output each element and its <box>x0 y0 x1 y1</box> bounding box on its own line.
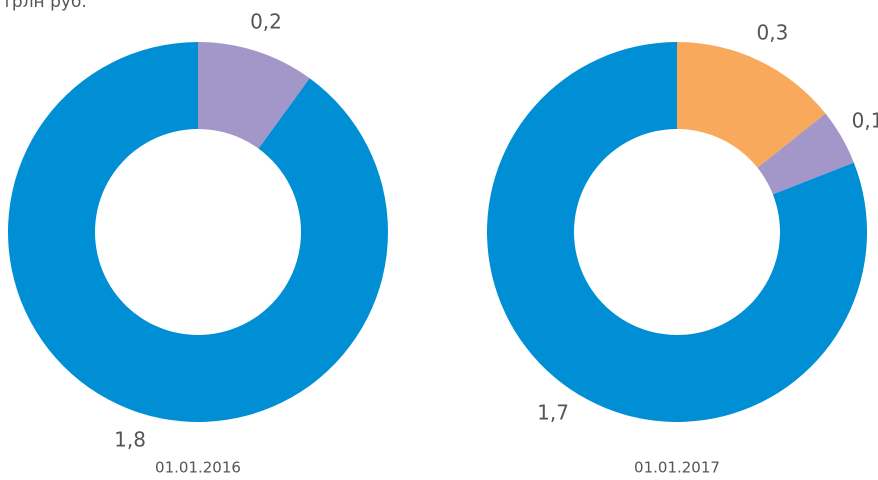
value-label: 1,7 <box>537 400 569 424</box>
donut-segment <box>8 42 389 422</box>
donut-segment <box>198 42 310 149</box>
chart-date: 01.01.2016 <box>155 459 241 477</box>
value-label: 0,3 <box>757 20 789 44</box>
chart-date: 01.01.2017 <box>634 459 720 477</box>
donut-segment <box>677 42 826 168</box>
unit-label: трлн руб. <box>2 0 87 12</box>
value-label: 0,1 <box>852 109 878 133</box>
donut-segment <box>757 113 854 195</box>
value-label: 0,2 <box>250 9 282 33</box>
value-label: 1,8 <box>114 428 146 452</box>
donut-segment <box>487 42 867 422</box>
